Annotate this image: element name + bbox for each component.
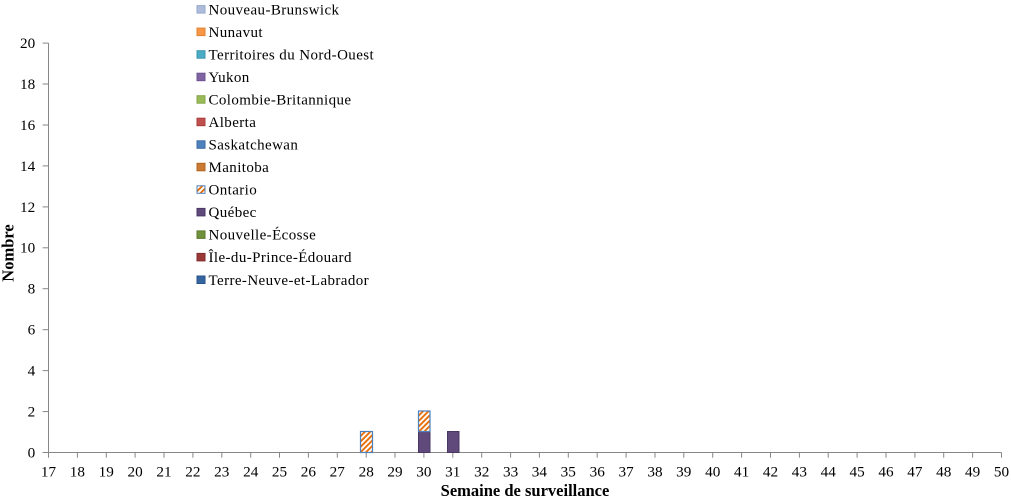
svg-text:24: 24 — [243, 464, 259, 480]
svg-text:Saskatchewan: Saskatchewan — [209, 138, 299, 154]
svg-text:45: 45 — [850, 464, 865, 480]
svg-text:40: 40 — [705, 464, 720, 480]
svg-text:29: 29 — [387, 464, 402, 480]
svg-text:Semaine de surveillance: Semaine de surveillance — [441, 481, 610, 500]
svg-text:36: 36 — [590, 464, 606, 480]
svg-text:Nouveau-Brunswick: Nouveau-Brunswick — [209, 2, 340, 18]
svg-text:2: 2 — [28, 405, 36, 421]
svg-text:42: 42 — [763, 464, 778, 480]
svg-text:25: 25 — [272, 464, 287, 480]
svg-text:38: 38 — [647, 464, 662, 480]
svg-text:17: 17 — [41, 464, 57, 480]
svg-text:28: 28 — [359, 464, 374, 480]
svg-text:Yukon: Yukon — [209, 70, 250, 86]
svg-text:34: 34 — [532, 464, 548, 480]
svg-text:Colombie-Britannique: Colombie-Britannique — [209, 93, 352, 109]
svg-text:12: 12 — [20, 200, 35, 216]
svg-text:14: 14 — [20, 159, 36, 175]
svg-text:20: 20 — [128, 464, 143, 480]
svg-text:43: 43 — [792, 464, 807, 480]
svg-text:31: 31 — [445, 464, 460, 480]
svg-text:6: 6 — [28, 323, 36, 339]
svg-text:Nouvelle-Écosse: Nouvelle-Écosse — [209, 227, 317, 244]
svg-text:8: 8 — [28, 282, 36, 298]
svg-text:Île-du-Prince-Édouard: Île-du-Prince-Édouard — [209, 249, 352, 266]
svg-text:Alberta: Alberta — [209, 115, 257, 131]
svg-text:22: 22 — [185, 464, 200, 480]
svg-text:27: 27 — [330, 464, 346, 480]
svg-text:33: 33 — [503, 464, 518, 480]
svg-text:4: 4 — [28, 364, 36, 380]
svg-text:20: 20 — [20, 36, 35, 52]
svg-text:41: 41 — [734, 464, 749, 480]
svg-text:23: 23 — [214, 464, 229, 480]
svg-text:18: 18 — [20, 77, 35, 93]
svg-text:Québec: Québec — [209, 205, 257, 221]
svg-text:50: 50 — [994, 464, 1009, 480]
svg-text:35: 35 — [561, 464, 576, 480]
svg-text:Territoires du Nord-Ouest: Territoires du Nord-Ouest — [209, 48, 375, 64]
svg-text:0: 0 — [28, 445, 36, 461]
svg-text:39: 39 — [676, 464, 691, 480]
svg-text:Nombre: Nombre — [0, 224, 18, 281]
svg-text:48: 48 — [936, 464, 951, 480]
svg-text:16: 16 — [20, 118, 36, 134]
svg-text:30: 30 — [416, 464, 431, 480]
svg-text:37: 37 — [619, 464, 635, 480]
svg-text:Nunavut: Nunavut — [209, 25, 264, 41]
svg-text:32: 32 — [474, 464, 489, 480]
svg-text:26: 26 — [301, 464, 317, 480]
svg-text:10: 10 — [20, 241, 35, 257]
svg-text:44: 44 — [821, 464, 837, 480]
svg-text:18: 18 — [70, 464, 85, 480]
svg-text:Terre-Neuve-et-Labrador: Terre-Neuve-et-Labrador — [209, 273, 370, 289]
svg-text:49: 49 — [965, 464, 980, 480]
svg-text:47: 47 — [907, 464, 923, 480]
svg-text:19: 19 — [99, 464, 114, 480]
svg-text:Ontario: Ontario — [209, 183, 258, 199]
svg-text:21: 21 — [156, 464, 171, 480]
svg-text:Manitoba: Manitoba — [209, 160, 270, 176]
svg-text:46: 46 — [878, 464, 894, 480]
